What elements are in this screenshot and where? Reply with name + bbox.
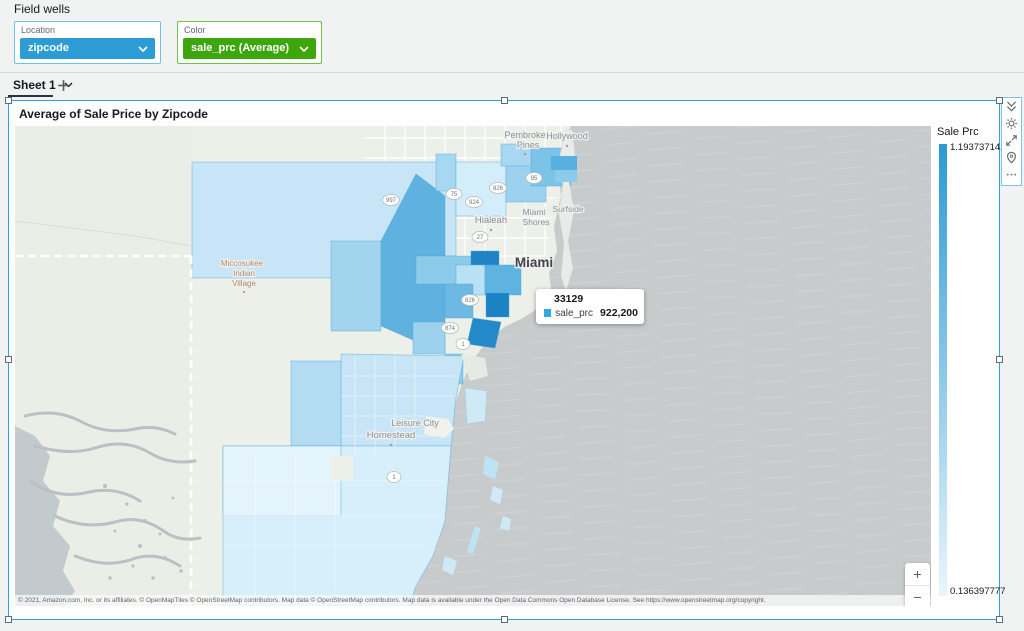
svg-text:1: 1 xyxy=(392,475,396,481)
map-canvas[interactable]: 75 826 924 95 997 27 826 874 1 1 Pembrok… xyxy=(15,126,931,606)
svg-text:95: 95 xyxy=(531,176,538,182)
svg-text:826: 826 xyxy=(493,186,504,192)
svg-text:75: 75 xyxy=(451,192,458,198)
city-labels: Pembroke Pines Hollywood Miami Shores Su… xyxy=(220,129,589,447)
land-patches xyxy=(331,416,454,480)
color-field-well: Color sale_prc (Average) xyxy=(177,21,322,64)
visual-container[interactable]: Average of Sale Price by Zipcode xyxy=(5,97,1013,623)
zoom-control-divider xyxy=(905,585,930,586)
sheet-tab[interactable]: Sheet 1 xyxy=(8,76,78,97)
svg-text:27: 27 xyxy=(477,235,484,241)
chevron-down-icon xyxy=(64,82,73,88)
resize-handle-right[interactable] xyxy=(996,356,1003,363)
city-label-leisure-city: Leisure City xyxy=(391,418,439,428)
svg-text:Pines: Pines xyxy=(517,140,540,150)
city-label-pembroke-pines: Pembroke xyxy=(504,130,545,140)
city-label-miccosukee: Miccosukee xyxy=(221,259,264,268)
resize-handle-bottom-right[interactable] xyxy=(996,616,1003,623)
svg-text:Village: Village xyxy=(232,279,256,288)
resize-handle-top-right[interactable] xyxy=(996,97,1003,104)
legend-max-label: 1.193737142... xyxy=(950,142,1014,153)
roads-through-regions xyxy=(223,356,455,601)
tooltip-series-label: sale_prc xyxy=(555,307,594,319)
resize-handle-top-left[interactable] xyxy=(5,97,12,104)
zoom-in-button[interactable]: + xyxy=(905,563,930,585)
svg-text:Shores: Shores xyxy=(523,217,550,227)
color-pill[interactable]: sale_prc (Average) xyxy=(183,38,316,59)
settings-button[interactable] xyxy=(1002,115,1021,132)
city-label-surfside: Surfside xyxy=(552,204,583,214)
svg-text:826: 826 xyxy=(465,298,476,304)
section-divider xyxy=(0,72,1024,73)
location-field-well: Location zipcode xyxy=(14,21,161,64)
svg-text:874: 874 xyxy=(445,326,456,332)
sheet-tab-label: Sheet 1 xyxy=(13,78,56,92)
road-shields: 75 826 924 95 997 27 826 874 1 1 xyxy=(382,172,543,483)
ellipsis-icon xyxy=(1006,173,1017,176)
resize-handle-left[interactable] xyxy=(5,356,12,363)
miami-basemap: 75 826 924 95 997 27 826 874 1 1 Pembrok… xyxy=(15,126,931,606)
legend-min-label: 0.136397777 xyxy=(950,586,1006,597)
resize-handle-bottom-left[interactable] xyxy=(5,616,12,623)
location-pill[interactable]: zipcode xyxy=(20,38,155,59)
location-pill-value: zipcode xyxy=(28,42,69,54)
tooltip-value: 922,200 xyxy=(600,307,638,319)
location-button[interactable] xyxy=(1002,149,1021,166)
city-label-hollywood: Hollywood xyxy=(546,131,588,141)
chevron-down-icon xyxy=(138,46,148,52)
color-pill-value: sale_prc (Average) xyxy=(191,42,290,54)
county-boundary xyxy=(15,254,193,596)
legend-gradient xyxy=(939,144,947,596)
legend-title: Sale Prc xyxy=(937,126,979,138)
city-label-hialeah: Hialeah xyxy=(475,215,507,226)
maximize-icon xyxy=(1006,135,1017,146)
field-wells-label: Field wells xyxy=(14,2,71,16)
city-label-miami: Miami xyxy=(515,255,553,270)
location-well-label: Location xyxy=(21,25,56,35)
svg-text:924: 924 xyxy=(469,200,480,206)
map-zoom-control: + − xyxy=(905,563,930,606)
plus-icon xyxy=(58,80,69,91)
active-tab-underline xyxy=(8,95,53,97)
location-pin-icon xyxy=(1006,151,1017,164)
visual-title: Average of Sale Price by Zipcode xyxy=(19,107,208,121)
tooltip-header: 33129 xyxy=(554,293,584,305)
resize-handle-top-center[interactable] xyxy=(501,97,508,104)
collapse-icon xyxy=(1007,101,1016,112)
collapse-button[interactable] xyxy=(1002,98,1021,115)
svg-text:997: 997 xyxy=(386,198,397,204)
zoom-out-button[interactable]: − xyxy=(905,586,930,606)
resize-handle-bottom-center[interactable] xyxy=(501,616,508,623)
tooltip-series-swatch xyxy=(544,309,552,317)
svg-text:Indian: Indian xyxy=(233,269,255,278)
svg-text:1: 1 xyxy=(461,342,465,348)
chevron-down-icon xyxy=(299,46,309,52)
visual-menu xyxy=(1001,97,1022,186)
tooltip: 33129 sale_prc 922,200 xyxy=(536,289,644,324)
add-sheet-button[interactable] xyxy=(56,78,74,96)
city-label-miami-shores: Miami xyxy=(523,207,546,217)
settings-icon xyxy=(1005,117,1018,130)
everglades-waterways xyxy=(15,411,202,606)
maximize-button[interactable] xyxy=(1002,132,1021,149)
color-well-label: Color xyxy=(184,25,206,35)
menu-button[interactable] xyxy=(1002,166,1021,183)
legend: Sale Prc 1.193737142... 0.136397777 xyxy=(937,126,1013,606)
map-attribution: © 2021, Amazon.com, Inc. or its affiliat… xyxy=(15,595,931,606)
city-label-homestead: Homestead xyxy=(367,430,416,441)
